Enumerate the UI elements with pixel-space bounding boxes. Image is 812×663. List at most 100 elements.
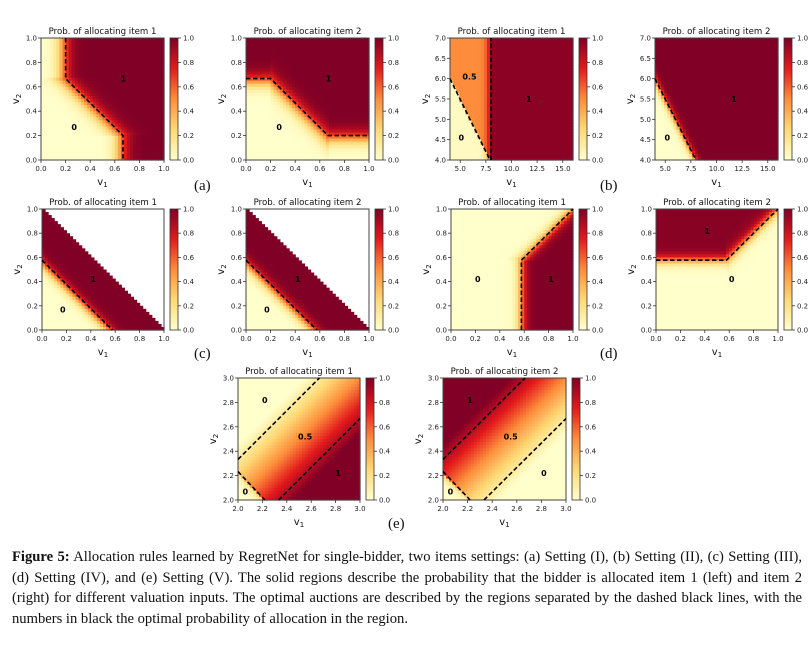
heatmap-cell bbox=[292, 56, 296, 60]
heatmap-cell bbox=[47, 44, 51, 48]
heatmap-cell bbox=[50, 120, 54, 124]
heatmap-cell bbox=[99, 123, 104, 128]
heatmap-cell bbox=[520, 59, 525, 63]
heatmap-cell bbox=[273, 44, 278, 48]
heatmap-cell bbox=[529, 47, 534, 51]
heatmap-cell bbox=[292, 38, 296, 42]
heatmap-cell bbox=[356, 138, 361, 143]
heatmap-cell bbox=[655, 153, 659, 158]
heatmap-cell bbox=[261, 59, 266, 63]
colorbar-tick-label: 0.6 bbox=[592, 83, 604, 91]
heatmap-cell bbox=[133, 59, 137, 63]
heatmap-cell bbox=[548, 53, 553, 57]
heatmap-cell bbox=[338, 138, 342, 143]
heatmap-cell bbox=[285, 156, 290, 161]
heatmap-cell bbox=[551, 138, 556, 143]
heatmap-cell bbox=[365, 62, 370, 67]
heatmap-cell bbox=[252, 95, 256, 100]
heatmap-cell bbox=[542, 120, 546, 124]
heatmap-cell bbox=[261, 92, 266, 97]
heatmap-cell bbox=[477, 144, 482, 149]
heatmap-cell bbox=[282, 47, 287, 51]
heatmap-cell bbox=[450, 147, 454, 152]
heatmap-cell bbox=[362, 71, 367, 76]
heatmap-cell bbox=[474, 44, 479, 48]
heatmap-cell bbox=[505, 80, 510, 85]
heatmap-cell bbox=[258, 99, 262, 103]
heatmap-cell bbox=[486, 71, 491, 76]
heatmap-cell bbox=[332, 150, 336, 155]
heatmap-cell bbox=[80, 129, 85, 134]
heatmap-cell bbox=[154, 99, 159, 103]
heatmap-cell bbox=[365, 53, 370, 57]
heatmap-cell bbox=[50, 83, 54, 88]
heatmap-cell bbox=[474, 120, 479, 124]
heatmap-cell bbox=[486, 120, 491, 124]
heatmap-cell bbox=[335, 108, 339, 112]
heatmap-cell bbox=[298, 74, 302, 79]
heatmap-cell bbox=[362, 135, 367, 140]
heatmap-cell bbox=[108, 126, 113, 131]
heatmap-cell bbox=[50, 47, 54, 51]
heatmap-cell bbox=[533, 53, 537, 57]
heatmap-cell bbox=[59, 117, 64, 121]
heatmap-cell bbox=[493, 153, 497, 158]
heatmap-cell bbox=[353, 114, 358, 118]
heatmap-cell bbox=[569, 83, 574, 88]
heatmap-cell bbox=[480, 59, 485, 63]
heatmap-cell bbox=[511, 135, 516, 140]
heatmap-cell bbox=[496, 114, 500, 118]
heatmap-cell bbox=[319, 108, 324, 112]
heatmap-cell bbox=[520, 38, 525, 42]
heatmap-cell bbox=[142, 126, 147, 131]
heatmap-cell bbox=[542, 89, 546, 94]
heatmap-cell bbox=[486, 135, 491, 140]
heatmap-cell bbox=[246, 41, 250, 45]
heatmap-cell bbox=[96, 38, 101, 42]
heatmap-cell bbox=[111, 150, 116, 155]
heatmap-cell bbox=[508, 132, 513, 137]
heatmap-cell bbox=[551, 86, 556, 91]
heatmap-cell bbox=[258, 47, 262, 51]
heatmap-cell bbox=[335, 41, 339, 45]
heatmap-cell bbox=[276, 129, 281, 134]
heatmap-cell bbox=[344, 44, 349, 48]
heatmap-cell bbox=[279, 138, 284, 143]
heatmap-cell bbox=[462, 44, 466, 48]
heatmap-cell bbox=[335, 141, 339, 146]
heatmap-cell bbox=[84, 147, 88, 152]
heatmap-cell bbox=[529, 147, 534, 152]
heatmap-cell bbox=[289, 74, 293, 79]
heatmap-cell bbox=[298, 99, 302, 103]
heatmap-cell bbox=[505, 41, 510, 45]
heatmap-cell bbox=[557, 102, 562, 106]
heatmap-cell bbox=[310, 153, 315, 158]
heatmap-cell bbox=[142, 105, 147, 109]
heatmap-cell bbox=[267, 41, 272, 45]
heatmap-cell bbox=[325, 59, 330, 63]
heatmap-cell bbox=[536, 144, 540, 149]
heatmap-cell bbox=[279, 83, 284, 88]
heatmap-cell bbox=[539, 141, 543, 146]
heatmap-cell bbox=[350, 89, 355, 94]
heatmap-cell bbox=[560, 99, 565, 103]
heatmap-cell bbox=[99, 117, 104, 121]
heatmap-cell bbox=[462, 141, 466, 146]
heatmap-cell bbox=[47, 156, 51, 161]
heatmap-cell bbox=[471, 102, 476, 106]
heatmap-cell bbox=[148, 56, 153, 60]
heatmap-cell bbox=[520, 111, 525, 115]
heatmap-cell bbox=[548, 102, 553, 106]
heatmap-cell bbox=[542, 56, 546, 60]
heatmap-cell bbox=[344, 38, 349, 42]
heatmap-cell bbox=[249, 50, 253, 54]
heatmap-cell bbox=[295, 147, 299, 152]
heatmap-cell bbox=[450, 114, 454, 118]
heatmap-cell bbox=[539, 120, 543, 124]
heatmap-cell bbox=[298, 68, 302, 73]
heatmap-cell bbox=[80, 117, 85, 121]
heatmap-cell bbox=[338, 153, 342, 158]
heatmap-cell bbox=[477, 153, 482, 158]
heatmap-cell bbox=[557, 71, 562, 76]
heatmap-cell bbox=[456, 156, 460, 161]
